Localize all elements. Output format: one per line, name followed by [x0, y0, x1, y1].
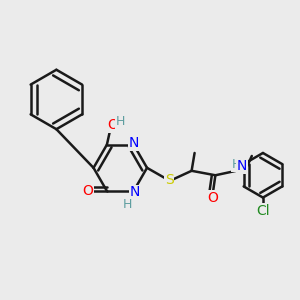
- Text: O: O: [82, 184, 93, 198]
- Text: H: H: [116, 115, 125, 128]
- Text: O: O: [107, 118, 118, 132]
- Text: N: N: [128, 136, 139, 150]
- Text: H: H: [232, 158, 241, 171]
- Text: N: N: [130, 185, 140, 200]
- Text: H: H: [123, 198, 132, 211]
- Text: Cl: Cl: [256, 204, 270, 218]
- Text: S: S: [165, 173, 173, 187]
- Text: N: N: [237, 159, 247, 173]
- Text: O: O: [207, 191, 218, 205]
